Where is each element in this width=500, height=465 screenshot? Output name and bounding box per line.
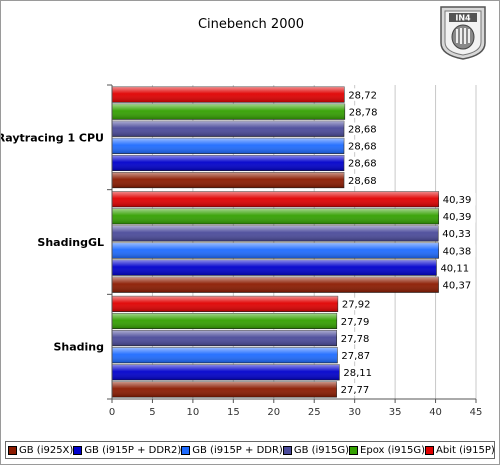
data-label: 27,92 (342, 300, 371, 311)
legend-label: Epox (i915G) (360, 444, 426, 456)
bar-shine (112, 347, 338, 363)
data-label-bg (338, 331, 374, 345)
x-tick-label: 10 (187, 407, 200, 418)
data-label: 28,11 (343, 368, 372, 379)
data-label: 40,11 (440, 263, 469, 274)
bar-shine (112, 225, 439, 242)
data-label: 28,72 (348, 90, 377, 101)
bar-chart: 28,72 28,78 28,68 28,68 28,68 28,68 40,39 40,39… (1, 84, 483, 418)
bar-shine (112, 172, 344, 188)
data-label: 28,68 (348, 176, 377, 187)
data-label: 40,39 (443, 212, 472, 223)
data-label-bg (339, 297, 375, 311)
legend-item: GB (i915P + DDR) (181, 445, 283, 456)
bar-shine (112, 330, 337, 346)
bar-shine (112, 277, 439, 293)
in4-logo-icon: IN4 (440, 6, 486, 60)
legend: GB (i925X) GB (i915P + DDR2) GB (i915P + D… (5, 441, 495, 459)
legend-swatch (8, 445, 17, 455)
bar-shine (112, 155, 344, 171)
data-label: 28,68 (348, 142, 377, 153)
data-label-bg (339, 348, 375, 362)
category-label: Shading (53, 341, 104, 354)
x-tick-label: 25 (308, 407, 321, 418)
data-label-bg (346, 88, 382, 101)
x-tick-label: 5 (149, 407, 155, 418)
bar-shine (112, 381, 337, 398)
bar-shine (112, 364, 340, 381)
bar-shine (112, 103, 345, 120)
data-label: 27,77 (341, 385, 370, 396)
data-label-bg (345, 156, 381, 170)
data-label-bg (438, 261, 474, 274)
legend-item: Epox (i915G) (349, 445, 425, 456)
bar-shine (112, 259, 437, 276)
legend-swatch (349, 445, 359, 455)
data-label-bg (440, 210, 476, 223)
data-label: 28,78 (349, 107, 378, 118)
bar-shine (112, 242, 439, 259)
data-label: 40,37 (443, 281, 472, 292)
legend-item: Abit (i915P) (425, 445, 495, 456)
data-label: 27,87 (341, 351, 370, 362)
data-label-bg (341, 366, 377, 379)
legend-swatch (181, 445, 191, 455)
data-label: 40,39 (443, 195, 472, 206)
data-label-bg (440, 278, 476, 291)
axes: 0 5 10 15 20 25 30 35 40 45 Raytracing 1 CPU Shadin… (1, 84, 483, 418)
data-label: 40,33 (442, 229, 471, 240)
grid-lines (151, 85, 477, 399)
legend-swatch (425, 445, 435, 455)
data-label: 28,68 (348, 125, 377, 136)
legend-swatch (73, 445, 83, 455)
legend-item: GB (i925X) (8, 445, 73, 456)
data-label: 40,38 (443, 246, 472, 257)
bar-shine (112, 313, 337, 329)
x-tick-label: 45 (470, 407, 483, 418)
data-label-bg (440, 227, 476, 240)
legend-swatch (282, 445, 292, 455)
bar-shine (112, 138, 344, 154)
bar-shine (112, 296, 338, 312)
data-label-bg (440, 244, 476, 257)
bar-shine (112, 191, 439, 207)
category-label: Raytracing 1 CPU (1, 131, 104, 144)
data-label-bg (338, 383, 374, 396)
legend-label: GB (i915G) (293, 444, 350, 456)
legend-label: Abit (i915P) (436, 444, 495, 456)
data-label: 27,78 (341, 334, 370, 345)
x-tick-label: 20 (267, 407, 280, 418)
bars: 28,72 28,78 28,68 28,68 28,68 28,68 40,39 40,39… (111, 86, 476, 398)
category-label: ShadingGL (37, 236, 104, 249)
data-label: 27,79 (341, 317, 370, 328)
x-tick-label: 15 (227, 407, 240, 418)
data-label-bg (345, 173, 381, 187)
bar-shine (112, 208, 439, 225)
x-tick-label: 0 (109, 407, 115, 418)
x-tick-label: 35 (389, 407, 402, 418)
legend-item: GB (i915P + DDR2) (73, 445, 181, 456)
x-tick-label: 30 (348, 407, 361, 418)
chart-title: Cinebench 2000 (197, 17, 305, 32)
legend-label: GB (i925X) (19, 444, 74, 456)
legend-label: GB (i915P + DDR2) (84, 444, 182, 456)
legend-label: GB (i915P + DDR) (192, 444, 283, 456)
bar-shine (112, 121, 344, 137)
data-label-bg (346, 105, 382, 118)
data-label-bg (440, 193, 476, 206)
x-tick-label: 40 (429, 407, 442, 418)
logo-text: IN4 (455, 14, 471, 23)
data-label-bg (338, 314, 374, 328)
data-label: 28,68 (348, 159, 377, 170)
bar-shine (112, 86, 345, 103)
data-label-bg (345, 122, 381, 136)
data-label-bg (345, 139, 381, 153)
legend-item: GB (i915G) (282, 444, 350, 456)
